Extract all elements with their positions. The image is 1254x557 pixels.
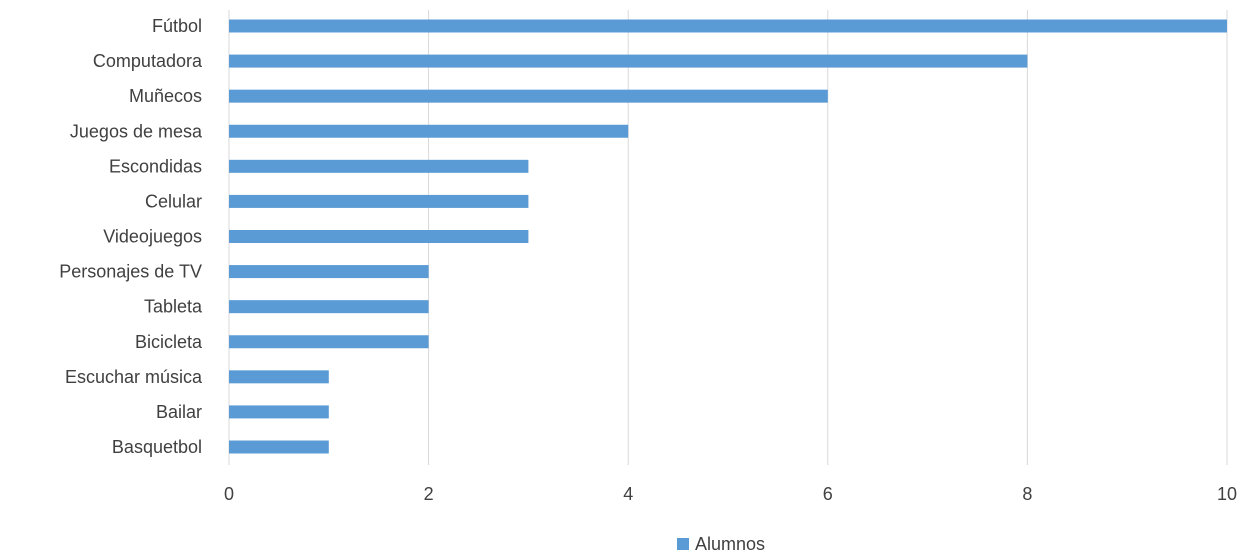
category-label: Juegos de mesa [70,121,203,141]
x-tick-label: 10 [1217,484,1237,504]
bars [229,19,1227,454]
bar [229,159,529,173]
bar [229,19,1227,33]
category-label: Personajes de TV [59,262,202,282]
x-tick-label: 6 [823,484,833,504]
bar [229,440,329,454]
bar [229,405,329,419]
category-label: Bicicleta [135,332,203,352]
category-label: Videojuegos [103,227,202,247]
x-axis-tick-labels: 0 2 4 6 8 10 [224,484,1237,504]
bar [229,335,429,349]
legend-swatch [677,538,689,550]
x-tick-label: 8 [1022,484,1032,504]
category-label: Escondidas [109,156,202,176]
bar [229,194,529,208]
category-label: Celular [145,191,202,211]
legend: Alumnos [677,534,765,554]
bar [229,300,429,314]
legend-label: Alumnos [695,534,765,554]
bar [229,265,429,279]
bar [229,89,828,103]
x-tick-label: 0 [224,484,234,504]
bar [229,124,629,138]
bar [229,54,1028,68]
bar [229,230,529,243]
category-label: Fútbol [152,16,202,36]
category-label: Muñecos [129,86,202,106]
category-labels: Fútbol Computadora Muñecos Juegos de mesa Es… [59,16,203,457]
category-label: Tableta [144,297,203,317]
category-label: Escuchar música [65,367,203,387]
category-label: Computadora [93,51,203,71]
category-label: Basquetbol [112,437,202,457]
x-tick-label: 2 [424,484,434,504]
gridlines [228,10,1228,465]
category-label: Bailar [156,402,202,422]
x-tick-label: 4 [623,484,633,504]
bar [229,370,329,384]
